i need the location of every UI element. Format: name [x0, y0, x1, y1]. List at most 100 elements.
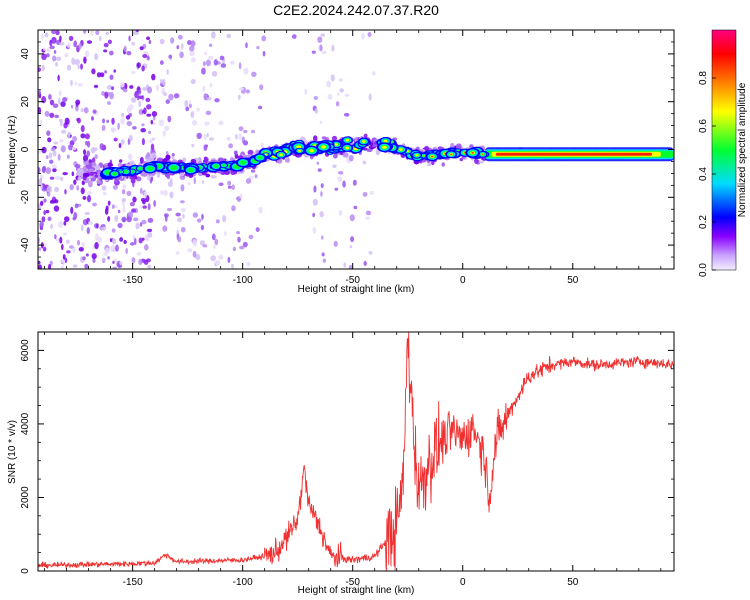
- noise-speck: [162, 130, 167, 137]
- spectral-halo: [366, 148, 373, 153]
- spectrogram-xlabel: Height of straight line (km): [298, 284, 415, 295]
- noise-speck: [190, 79, 196, 85]
- noise-speck: [71, 171, 75, 177]
- spectral-halo: [205, 173, 210, 178]
- ridge-blob: [221, 163, 226, 167]
- noise-speck: [99, 72, 105, 78]
- spectral-halo: [342, 152, 349, 158]
- noise-speck: [111, 228, 116, 233]
- noise-speck: [142, 54, 148, 59]
- spectral-halo: [247, 149, 254, 156]
- noise-speck: [117, 222, 123, 229]
- noise-speck: [159, 60, 164, 65]
- noise-speck: [147, 265, 152, 269]
- noise-speck: [206, 132, 209, 138]
- noise-speck: [260, 142, 264, 148]
- ridge-blob: [111, 172, 118, 176]
- noise-speck: [119, 261, 123, 266]
- noise-speck: [107, 39, 112, 45]
- noise-speck: [51, 164, 58, 169]
- spectral-halo: [190, 158, 197, 164]
- noise-speck: [80, 133, 86, 139]
- noise-speck: [57, 221, 64, 228]
- noise-speck: [158, 119, 164, 127]
- noise-speck: [55, 62, 59, 67]
- spectral-halo: [363, 133, 368, 139]
- noise-speck: [177, 217, 182, 223]
- ridge-blob: [481, 153, 484, 155]
- noise-speck: [209, 82, 213, 88]
- noise-speck: [177, 235, 182, 243]
- noise-speck: [112, 266, 118, 269]
- noise-speck: [107, 256, 110, 260]
- snr-ylabel: SNR (10 * v/v): [7, 420, 18, 484]
- noise-speck: [41, 146, 47, 154]
- noise-speck: [320, 183, 324, 189]
- noise-speck: [126, 216, 132, 223]
- noise-speck: [114, 215, 119, 222]
- ridge-blob: [382, 145, 387, 149]
- noise-speck: [213, 59, 219, 66]
- spectral-halo: [117, 162, 123, 168]
- spectral-halo: [300, 136, 306, 142]
- noise-speck: [128, 104, 134, 110]
- ridge-band-red: [495, 152, 652, 156]
- noise-speck: [257, 105, 263, 110]
- noise-speck: [170, 37, 175, 44]
- noise-speck: [256, 45, 260, 50]
- noise-speck: [192, 212, 199, 218]
- noise-speck: [85, 140, 88, 146]
- spectral-halo: [459, 157, 464, 162]
- spectral-halo: [140, 172, 145, 177]
- noise-speck: [105, 205, 109, 211]
- snr-line: [38, 332, 674, 571]
- ridge-blob: [321, 145, 327, 149]
- noise-speck: [130, 97, 137, 103]
- noise-speck: [91, 68, 96, 75]
- noise-speck: [131, 70, 136, 75]
- noise-speck: [129, 201, 135, 207]
- spectrogram-y-tick-label: 0: [20, 146, 31, 152]
- spectral-halo: [313, 135, 318, 142]
- noise-speck: [196, 132, 202, 140]
- noise-speck: [64, 188, 67, 195]
- noise-speck: [91, 253, 97, 260]
- noise-speck: [93, 147, 98, 151]
- snr-x-tick-label: -50: [345, 577, 360, 588]
- spectral-halo: [85, 173, 90, 177]
- noise-speck: [68, 35, 74, 42]
- noise-speck: [115, 244, 119, 252]
- noise-speck: [66, 42, 71, 48]
- snr-x-tick-label: 0: [460, 577, 466, 588]
- noise-speck: [353, 205, 358, 210]
- noise-speck: [85, 253, 89, 257]
- noise-speck: [187, 248, 193, 253]
- noise-speck: [80, 108, 84, 113]
- noise-speck: [141, 123, 145, 127]
- noise-speck: [72, 136, 78, 142]
- noise-speck: [72, 246, 76, 254]
- noise-speck: [349, 214, 355, 222]
- spectral-halo: [82, 165, 87, 171]
- noise-speck: [133, 217, 139, 222]
- noise-speck: [237, 236, 241, 243]
- colorbar-tick-label: 0.0: [698, 263, 709, 277]
- noise-speck: [143, 107, 147, 115]
- spectrogram-x-tick-label: 50: [567, 275, 579, 286]
- ridge-blob: [239, 160, 247, 165]
- noise-speck: [83, 107, 89, 114]
- noise-speck: [57, 153, 61, 161]
- noise-speck: [122, 184, 127, 189]
- noise-speck: [179, 51, 184, 59]
- noise-speck: [48, 152, 53, 159]
- noise-speck: [128, 35, 131, 42]
- noise-speck: [146, 113, 152, 117]
- spectral-halo: [478, 160, 484, 164]
- noise-speck: [208, 55, 214, 60]
- noise-speck: [43, 243, 47, 247]
- noise-speck: [368, 93, 372, 101]
- ridge-blob: [471, 152, 475, 154]
- noise-speck: [62, 254, 66, 260]
- noise-speck: [72, 264, 78, 268]
- noise-speck: [85, 50, 90, 58]
